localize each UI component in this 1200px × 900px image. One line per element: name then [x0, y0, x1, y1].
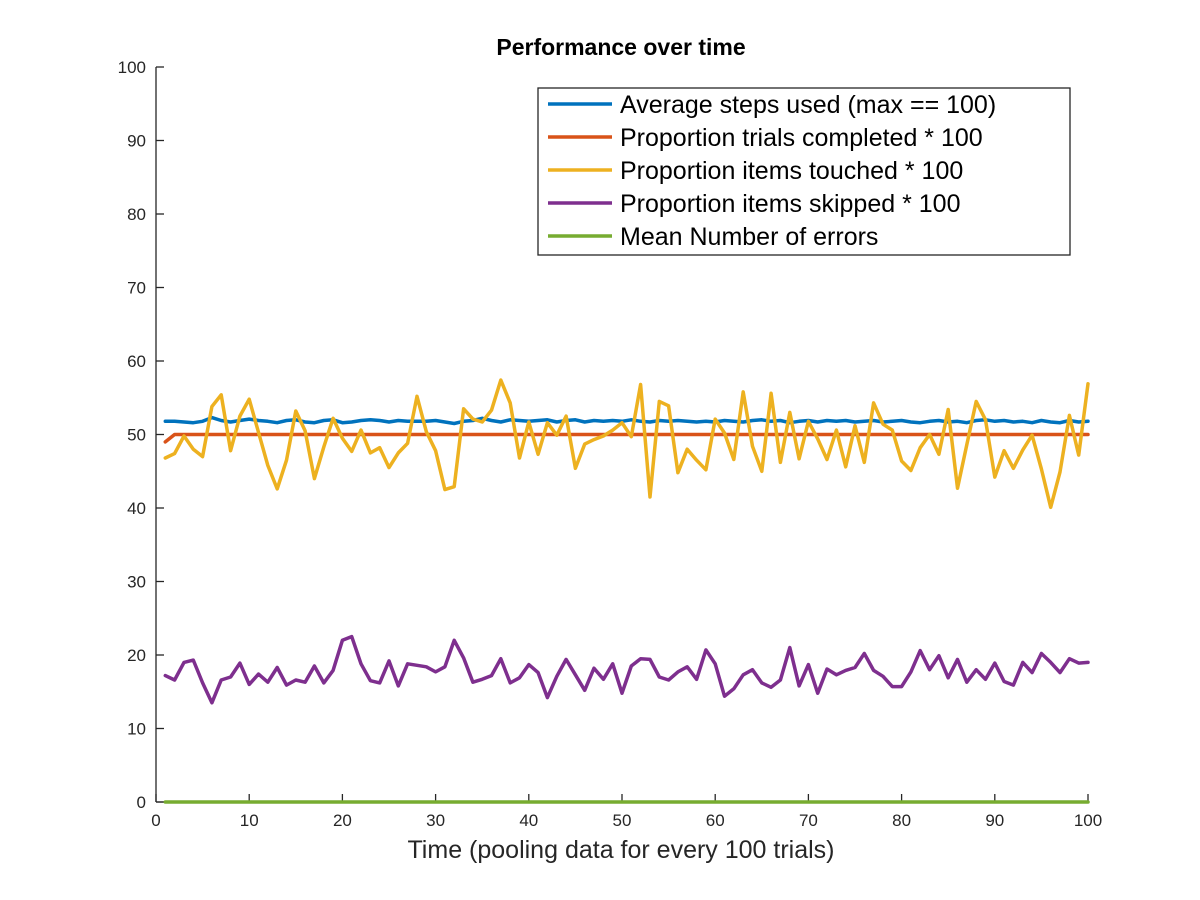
- y-axis-ticks: 0 10 20 30 40 50 60 70 80 90 100: [118, 58, 164, 812]
- x-tick-label: 50: [613, 811, 632, 830]
- x-tick-label: 80: [892, 811, 911, 830]
- series-line-3: [163, 378, 1090, 510]
- x-tick-label: 40: [519, 811, 538, 830]
- x-tick-label: 20: [333, 811, 352, 830]
- y-tick-label: 20: [127, 646, 146, 665]
- legend-label: Proportion trials completed * 100: [620, 124, 983, 152]
- series-line-4: [163, 634, 1090, 705]
- chart-title: Performance over time: [496, 34, 745, 60]
- y-tick-label: 70: [127, 279, 146, 298]
- x-tick-label: 100: [1074, 811, 1102, 830]
- y-tick-label: 60: [127, 352, 146, 371]
- series-line-2: [163, 432, 1090, 444]
- x-tick-label: 10: [240, 811, 259, 830]
- x-tick-label: 30: [426, 811, 445, 830]
- x-axis-label: Time (pooling data for every 100 trials): [407, 836, 834, 864]
- y-tick-label: 40: [127, 499, 146, 518]
- y-tick-label: 80: [127, 205, 146, 224]
- x-tick-label: 70: [799, 811, 818, 830]
- x-tick-label: 90: [985, 811, 1004, 830]
- legend-box: [537, 87, 1071, 256]
- series-lines: [163, 378, 1090, 804]
- x-axis-ticks: 0 10 20 30 40 50 60 70 80 90 100: [151, 794, 1102, 830]
- series-line-1: [163, 415, 1090, 426]
- legend-label: Proportion items touched * 100: [620, 157, 963, 185]
- x-tick-label: 0: [151, 811, 160, 830]
- y-tick-label: 50: [127, 426, 146, 445]
- y-tick-label: 90: [127, 132, 146, 151]
- legend-label: Proportion items skipped * 100: [620, 190, 960, 218]
- legend: Average steps used (max == 100) Proportio…: [537, 87, 1071, 256]
- y-tick-label: 30: [127, 573, 146, 592]
- y-tick-label: 10: [127, 720, 146, 739]
- y-tick-label: 100: [118, 58, 146, 77]
- x-tick-label: 60: [706, 811, 725, 830]
- legend-label: Average steps used (max == 100): [620, 91, 996, 119]
- y-tick-label: 0: [137, 793, 146, 812]
- legend-label: Mean Number of errors: [620, 223, 878, 251]
